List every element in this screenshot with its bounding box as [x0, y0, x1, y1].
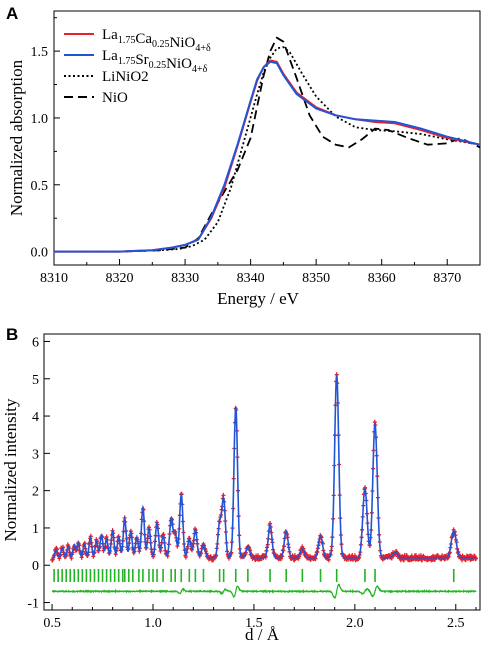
panel-b-ytick-label: 2: [32, 485, 39, 500]
panel-b-ytick-label: 6: [32, 335, 39, 350]
panel-b-xtick-label: 2.5: [447, 616, 465, 631]
panel-a-ylabel: Normalized absorption: [7, 59, 26, 216]
panel-a-xtick-label: 8330: [171, 271, 199, 286]
legend-label-1: La1.75Sr0.25NiO4+δ: [102, 48, 208, 75]
panel-b-ytick-label: -1: [27, 597, 39, 612]
panel-b-ytick-label: 0: [32, 559, 39, 574]
panel-a-ytick-label: 1.5: [31, 45, 49, 60]
panel-b-ytick-label: 1: [32, 522, 39, 537]
panel-b-letter: B: [6, 325, 18, 344]
panel-a-series-linio2: [54, 46, 481, 253]
panel-a-series-nio: [54, 36, 481, 253]
panel-b-xtick-label: 2.0: [346, 616, 364, 631]
panel-a-letter: A: [6, 4, 18, 23]
panel-b-observed: [50, 372, 478, 563]
panel-b-xtick-label: 0.5: [43, 616, 61, 631]
panel-b-frame: [43, 333, 481, 611]
legend-label-0: La1.75Ca0.25NiO4+δ: [102, 27, 211, 54]
panel-a-ytick-label: 1.0: [31, 112, 49, 127]
panel-a-legend: La1.75Ca0.25NiO4+δLa1.75Sr0.25NiO4+δLiNi…: [64, 27, 211, 106]
legend-label-2: LiNiO2: [102, 69, 149, 85]
panel-b-xtick-label: 1.0: [144, 616, 162, 631]
panel-b-ytick-label: 3: [32, 447, 39, 462]
panel-b-ytick-label: 4: [32, 410, 39, 425]
panel-b-ylabel: Normalized intensity: [1, 398, 20, 542]
panel-b-difference: [51, 583, 477, 599]
panel-a-chart: 0.0 0.5 1.0 1.5 8310 8320 8330 8340 8350 8360 837…: [7, 10, 481, 308]
panel-b-calculated: [52, 374, 476, 559]
panel-a-xtick-label: 8360: [368, 271, 396, 286]
panel-b-reflection-ticks: [53, 568, 455, 583]
legend-label-3: NiO: [102, 90, 128, 106]
panel-a-frame: [53, 10, 481, 266]
panel-a-xlabel: Energy / eV: [217, 289, 300, 308]
panel-b-chart: -1 0 1 2 3 4 5 6 0.5 1.0 1.5 2.0 2.5 d / Å Normaliz…: [1, 333, 481, 644]
panel-a-xtick-label: 8310: [40, 271, 68, 286]
panel-a-ytick-label: 0.0: [31, 246, 49, 261]
panel-b-xtick-label: 1.5: [245, 616, 263, 631]
panel-a-series-sr: [54, 60, 481, 253]
panel-b-ytick-label: 5: [32, 373, 39, 388]
panel-a-xtick-label: 8340: [237, 271, 265, 286]
panel-a-xtick-label: 8370: [433, 271, 461, 286]
panel-a-ytick-label: 0.5: [31, 179, 49, 194]
panel-a-xtick-label: 8350: [302, 271, 330, 286]
panel-a-xtick-label: 8320: [106, 271, 134, 286]
panel-b-xlabel: d / Å: [245, 625, 280, 644]
